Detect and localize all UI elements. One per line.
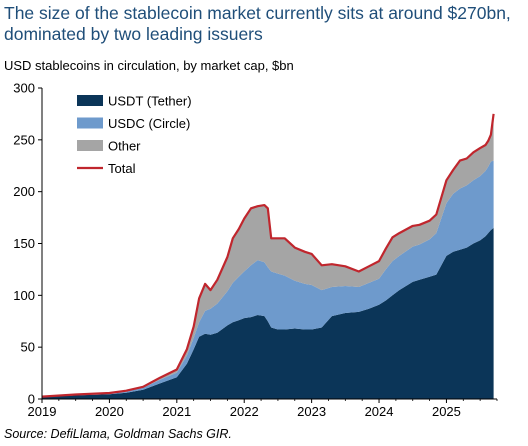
x-tick-label: 2022 [230, 404, 259, 419]
chart-subtitle: USD stablecoins in circulation, by marke… [4, 58, 294, 73]
legend-swatch-other [77, 140, 103, 151]
area-series-group [41, 113, 495, 399]
axes-group: 0 50 100 150 200 250 300 2019 2020 2021 2022 2023 20… [13, 81, 498, 419]
chart-title: The size of the stablecoin market curren… [4, 3, 511, 44]
source-note: Source: DefiLlama, Goldman Sachs GIR. [4, 427, 232, 441]
legend: USDT (Tether) USDC (Circle) Other Total [77, 94, 192, 176]
x-tick-label: 2019 [28, 404, 57, 419]
y-tick-label: 100 [13, 288, 35, 303]
x-tick-label: 2025 [432, 404, 461, 419]
y-tick-label: 150 [13, 236, 35, 251]
legend-label-usdc: USDC (Circle) [108, 116, 190, 131]
x-tick-label: 2024 [365, 404, 394, 419]
y-tick-label: 200 [13, 184, 35, 199]
legend-label-other: Other [108, 139, 141, 154]
x-tick-label: 2020 [95, 404, 124, 419]
legend-swatch-usdt [77, 95, 103, 106]
x-tick-label: 2021 [162, 404, 191, 419]
y-tick-label: 300 [13, 81, 35, 96]
x-tick-label: 2023 [297, 404, 326, 419]
y-tick-label: 0 [28, 392, 35, 407]
y-tick-label: 250 [13, 132, 35, 147]
area-series-usdc [42, 160, 494, 398]
area-series-other [42, 113, 494, 397]
y-tick-label: 50 [21, 340, 35, 355]
area-series-usdt [42, 227, 494, 399]
legend-label-total: Total [108, 161, 136, 176]
total-line [41, 113, 495, 398]
legend-swatch-usdc [77, 117, 103, 129]
legend-label-usdt: USDT (Tether) [108, 94, 192, 109]
